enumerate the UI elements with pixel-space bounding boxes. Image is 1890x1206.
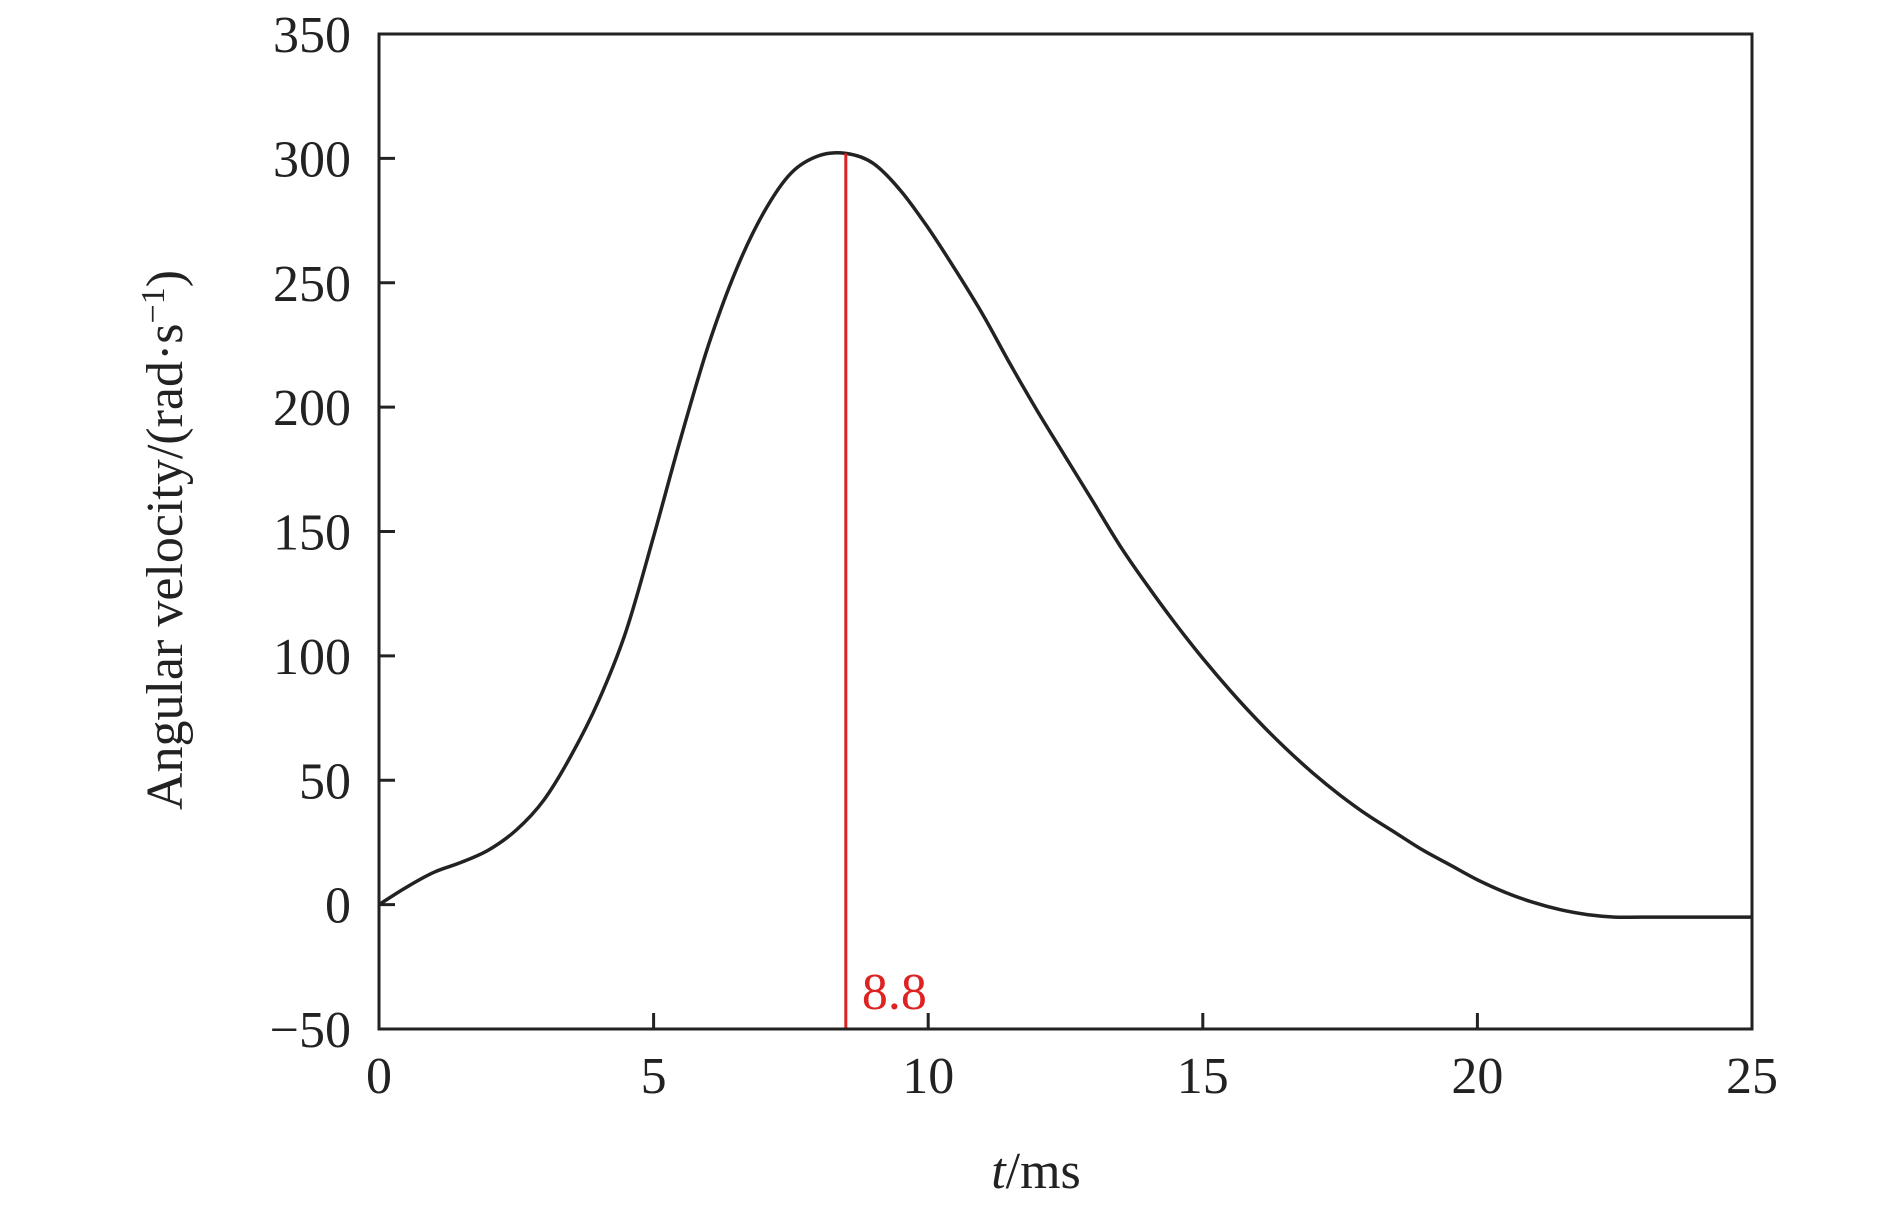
- y-tick-label-0: 0: [325, 878, 351, 935]
- y-tick-label-200: 200: [273, 380, 351, 437]
- y-tick-label-100: 100: [273, 629, 351, 686]
- x-tick-label-10: 10: [902, 1048, 954, 1105]
- y-axis-title-close: ): [137, 270, 194, 287]
- peak-marker-label: 8.8: [862, 964, 927, 1021]
- axes: 0 5 10 15 20 25 −50 0 50 100 150 200 250 300 350: [270, 7, 1778, 1105]
- y-tick-label-350: 350: [273, 7, 351, 64]
- x-tick-label-15: 15: [1177, 1048, 1229, 1105]
- plot-frame: [377, 32, 1754, 1031]
- y-axis-title: Angular velocity/(rad·s−1): [135, 270, 195, 810]
- x-tick-label-25: 25: [1726, 1048, 1778, 1105]
- series-line-0: [378, 151, 1752, 920]
- y-tick-label-250: 250: [273, 256, 351, 313]
- x-axis-title: t/ms: [991, 1143, 1081, 1200]
- x-tick-label-0: 0: [366, 1048, 392, 1105]
- y-axis-title-exponent: −1: [135, 287, 172, 323]
- y-tick-label-50: 50: [299, 753, 351, 810]
- y-axis-title-main: Angular velocity/(rad·s: [137, 323, 194, 810]
- y-tick-label--50: −50: [270, 1002, 351, 1059]
- y-tick-label-300: 300: [273, 131, 351, 188]
- y-tick-label-150: 150: [273, 505, 351, 562]
- plot-area: 8.8: [378, 151, 1752, 1029]
- x-axis-title-unit: /ms: [1006, 1143, 1081, 1200]
- x-tick-label-5: 5: [641, 1048, 667, 1105]
- x-axis-title-variable: t: [991, 1143, 1007, 1200]
- x-tick-label-20: 20: [1451, 1048, 1503, 1105]
